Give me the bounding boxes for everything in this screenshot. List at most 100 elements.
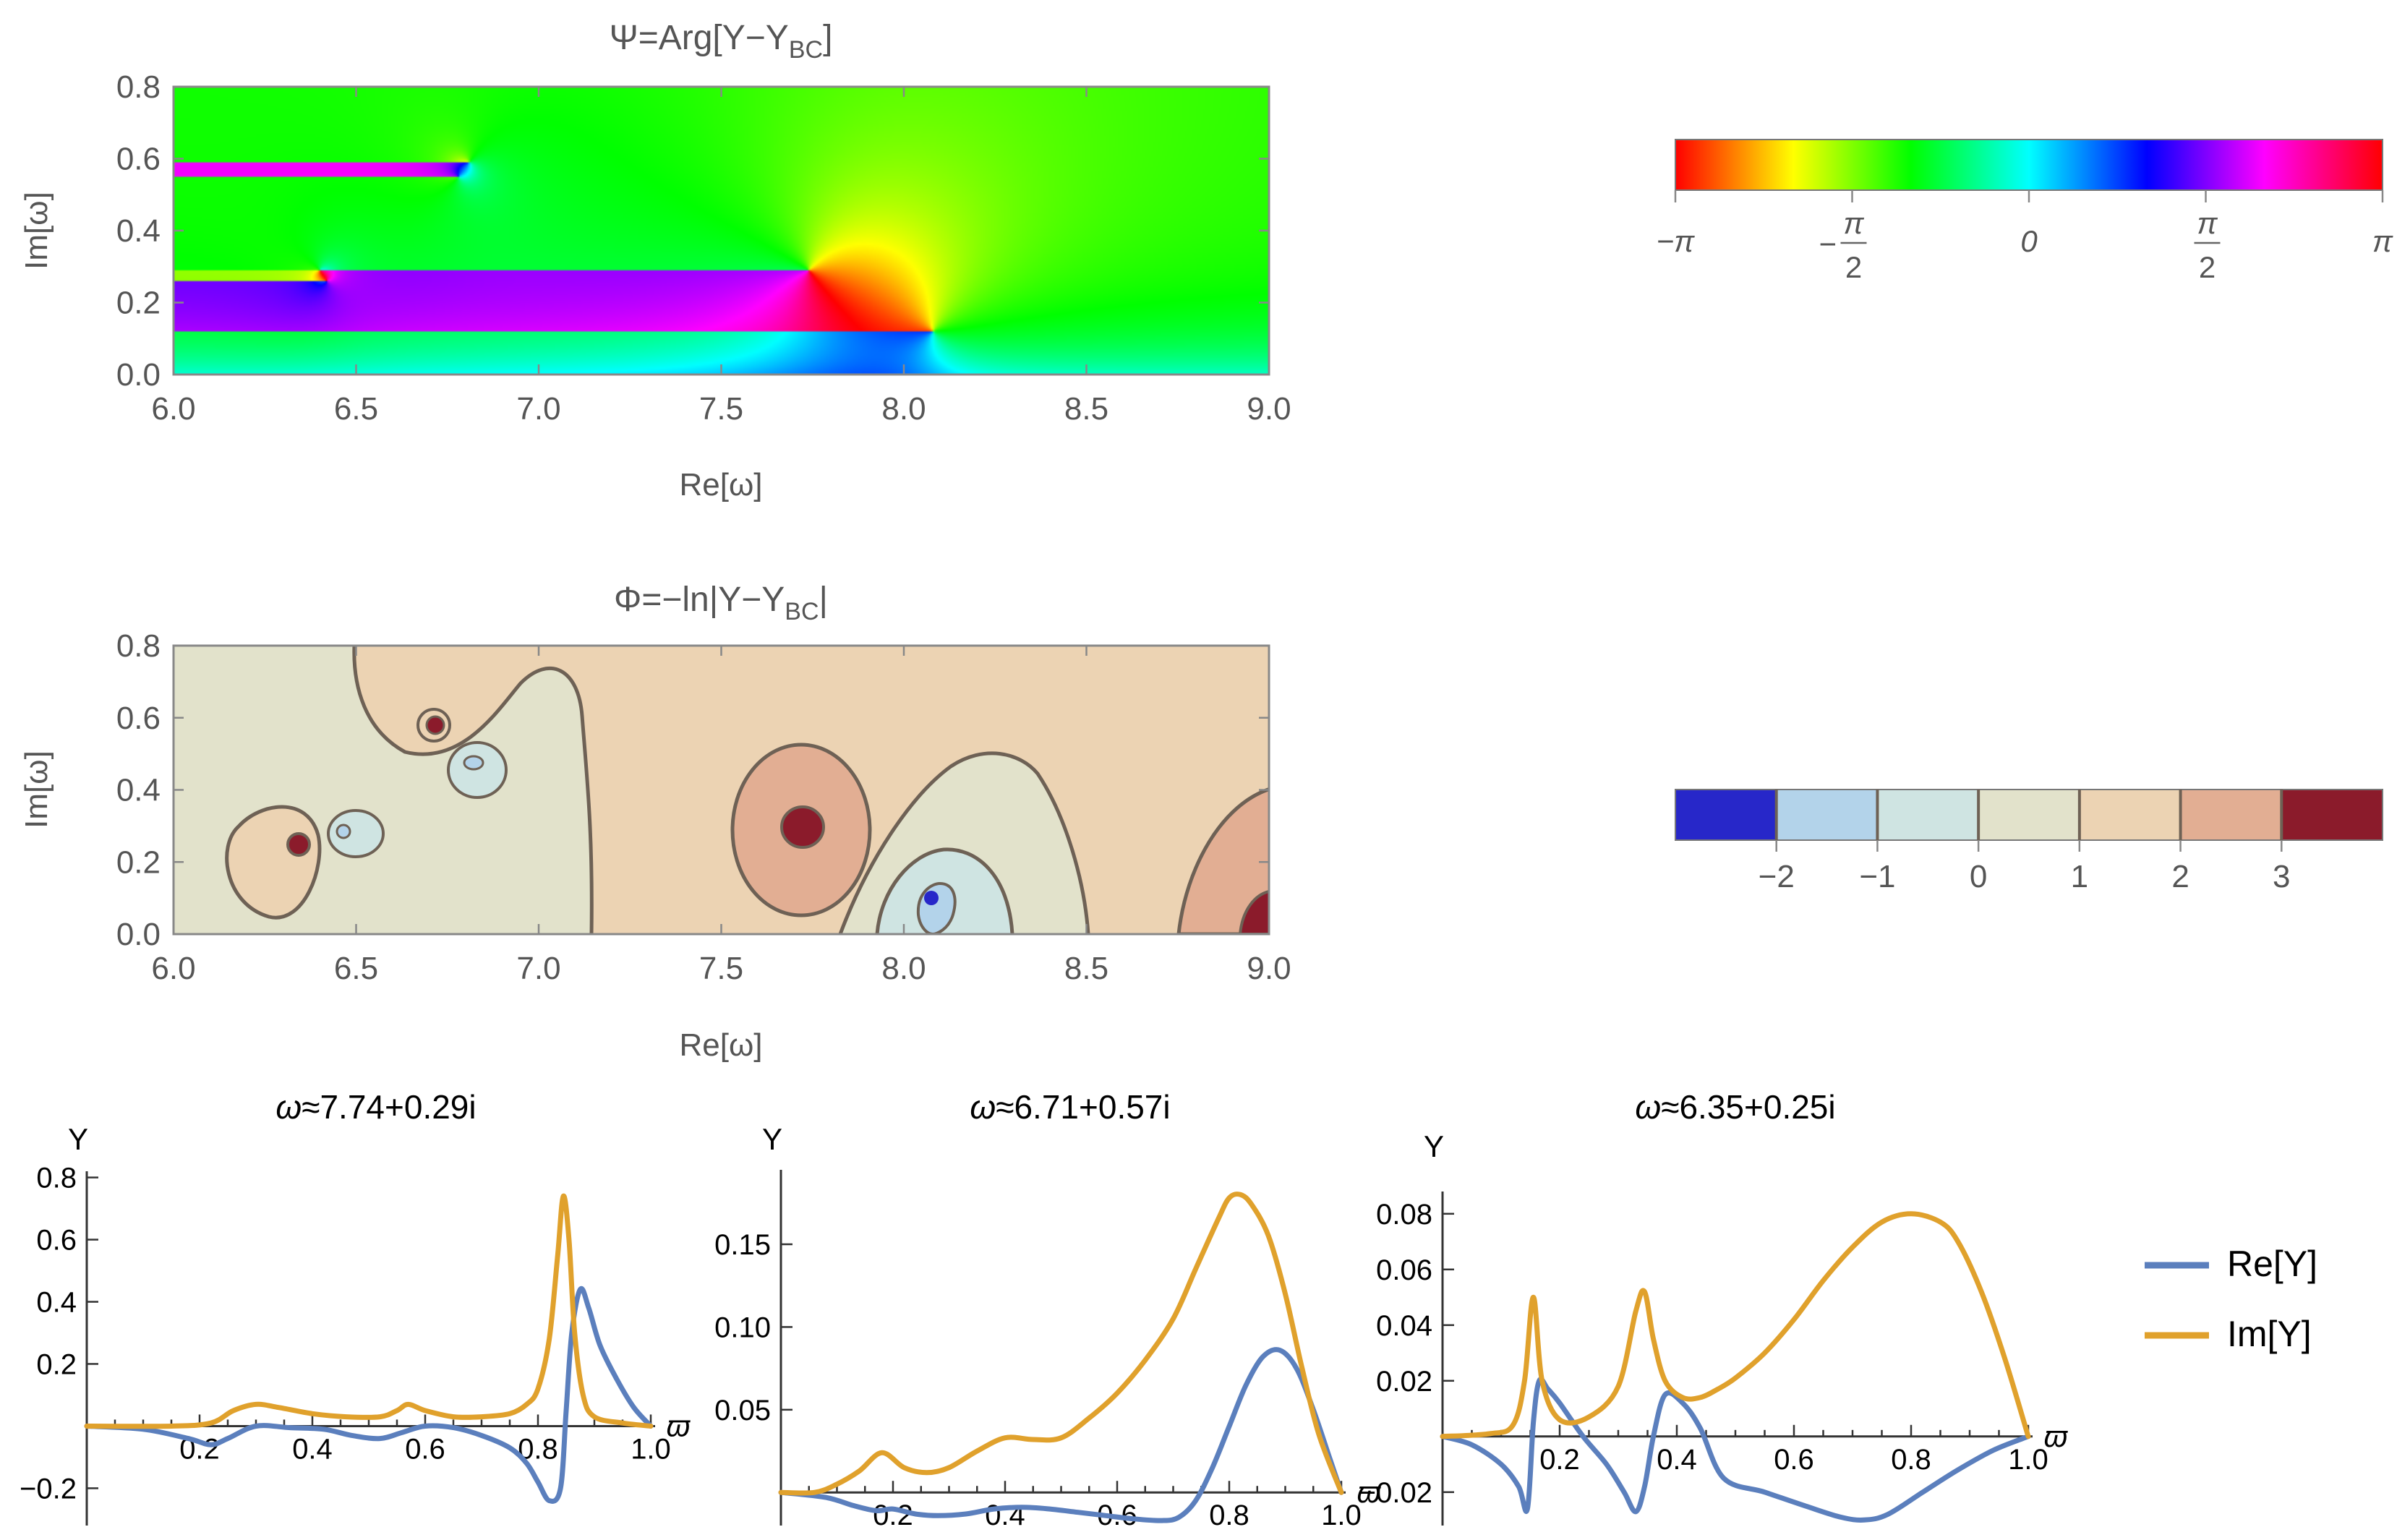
contour-region-level-3-edge bbox=[1238, 890, 1269, 934]
mode-1-xtick-label: 0.6 bbox=[405, 1433, 445, 1465]
mode-2-ylabel: Y bbox=[762, 1122, 782, 1156]
contour-title-main: Φ=−ln|Y−Y bbox=[614, 581, 785, 619]
mode-3-xtick-label: 0.6 bbox=[1774, 1444, 1814, 1476]
mode-2-xtick-label: 0.2 bbox=[873, 1500, 913, 1531]
phase-title-main: Ψ=Arg[Y−Y bbox=[610, 19, 789, 57]
contour-colorbar-swatch bbox=[2180, 790, 2282, 840]
legend: Re[Y] Im[Y] bbox=[2145, 1244, 2317, 1354]
contour-xtick-label: 6.5 bbox=[334, 951, 378, 986]
mode-2-series-re bbox=[778, 1347, 1344, 1523]
mode-3-xtick-label: 0.4 bbox=[1657, 1444, 1697, 1476]
contour-colorbar-swatch bbox=[2281, 790, 2383, 840]
phase-xlabel: Re[ω] bbox=[679, 467, 762, 502]
mode-1-title: ω≈7.74+0.29i bbox=[275, 1088, 476, 1126]
mode-1-series-im bbox=[84, 1193, 654, 1429]
mode-1-ytick-label: 0.2 bbox=[36, 1348, 77, 1380]
contour-line-level-1-right bbox=[838, 751, 1090, 934]
mode-2-xtick-label: 0.8 bbox=[1209, 1500, 1249, 1531]
contour-xlabel: Re[ω] bbox=[679, 1027, 762, 1063]
phase-ytick-label: 0.4 bbox=[116, 213, 161, 249]
legend-re-label: Re[Y] bbox=[2227, 1244, 2317, 1284]
contour-colorbar-label: 3 bbox=[2273, 859, 2290, 894]
contour-xtick-label: 8.5 bbox=[1064, 951, 1108, 986]
mode-2-title: ω≈6.71+0.57i bbox=[970, 1088, 1170, 1126]
contour-colorbar-label: 2 bbox=[2171, 859, 2189, 894]
phase-ytick-label: 0.8 bbox=[116, 69, 161, 105]
contour-title-end: | bbox=[819, 581, 828, 619]
mode-3-title: ω≈6.35+0.25i bbox=[1635, 1088, 1835, 1126]
legend-im-label: Im[Y] bbox=[2227, 1314, 2312, 1354]
mode-3-xlabel: ϖ bbox=[2044, 1419, 2069, 1453]
phase-colorbar-label: −π bbox=[1657, 224, 1696, 258]
mode-1-ytick-label: 0.4 bbox=[36, 1287, 77, 1319]
phase-xtick-label: 7.5 bbox=[699, 391, 743, 427]
mode-3-ytick-label: 0.02 bbox=[1376, 1366, 1432, 1398]
contour-peak-7-74 bbox=[780, 805, 825, 849]
mode-2-xtick-label: 0.4 bbox=[985, 1500, 1025, 1531]
contour-colorbar-swatch bbox=[1978, 790, 2080, 840]
contour-panel: Φ=−ln|Y−YBC| bbox=[19, 581, 1291, 1063]
phase-colorbar-label-den: 2 bbox=[1845, 250, 1862, 284]
contour-ylabel: Im[ω] bbox=[19, 750, 54, 829]
mode-3-title-omega: ω bbox=[1635, 1088, 1661, 1126]
mode-3-plot: ω≈6.35+0.25i Yϖ 0.2 0.4 0.6 0.8 1.0 −0.02 0.02 0.… bbox=[1359, 1088, 2069, 1526]
mode-3-series-re bbox=[1440, 1377, 2031, 1523]
phase-plot-title: Ψ=Arg[Y−YBC] bbox=[610, 19, 833, 64]
contour-xtick-label: 8.0 bbox=[881, 951, 926, 986]
contour-ytick-label: 0.6 bbox=[116, 701, 161, 736]
mode-3-xtick-label: 1.0 bbox=[2008, 1444, 2048, 1476]
contour-region-dip-6-5 bbox=[327, 809, 385, 858]
contour-ytick-label: 0.4 bbox=[116, 773, 161, 808]
phase-colorbar-label-sign: − bbox=[1819, 227, 1837, 261]
mode-3-series-im bbox=[1440, 1211, 2031, 1440]
phase-axes: 6.0 6.5 7.0 7.5 8.0 8.5 9.0 0.0 0.2 0.4 0.6 0.8 bbox=[116, 69, 1291, 427]
phase-colorbar-label-num: π bbox=[2197, 206, 2218, 240]
contour-colorbar-swatch bbox=[1776, 790, 1878, 840]
contour-colorbar-swatch bbox=[2079, 790, 2182, 840]
mode-2-xtick-label: 1.0 bbox=[1321, 1500, 1362, 1531]
mode-1-xtick-label: 0.4 bbox=[292, 1433, 333, 1465]
phase-ytick-label: 0.0 bbox=[116, 357, 161, 393]
contour-line-level-1 bbox=[352, 646, 594, 934]
contour-xtick-label: 9.0 bbox=[1247, 951, 1291, 986]
mode-3-ytick-label: 0.06 bbox=[1376, 1254, 1432, 1286]
mode-3-ylabel: Y bbox=[1424, 1129, 1444, 1163]
phase-title-end: ] bbox=[823, 19, 832, 57]
phase-title-sub: BC bbox=[789, 36, 823, 64]
contour-colorbar-label: −2 bbox=[1759, 859, 1795, 894]
contour-field bbox=[174, 646, 1269, 934]
mode-2-xlabel: ϖ bbox=[1357, 1475, 1382, 1509]
mode-1-title-omega: ω bbox=[275, 1088, 302, 1126]
contour-region-dip-6-8 bbox=[447, 741, 508, 799]
phase-colorbar-label: π bbox=[2372, 224, 2393, 258]
contour-plot-title: Φ=−ln|Y−YBC| bbox=[614, 581, 828, 625]
phase-xtick-label: 6.0 bbox=[151, 391, 195, 427]
contour-axes: 6.0 6.5 7.0 7.5 8.0 8.5 9.0 0.0 0.2 0.4 0.6 0.8 bbox=[116, 628, 1291, 986]
mode-3-xtick-label: 0.8 bbox=[1891, 1444, 1931, 1476]
contour-colorbar-label: −1 bbox=[1859, 859, 1895, 894]
contour-colorbar-frame bbox=[1675, 789, 2383, 841]
mode-2-series-im bbox=[778, 1192, 1344, 1496]
contour-xtick-label: 6.0 bbox=[151, 951, 195, 986]
contour-colorbar-label: 1 bbox=[2071, 859, 2088, 894]
phase-colorbar-label-num: π bbox=[1843, 206, 1864, 240]
phase-xtick-label: 8.0 bbox=[881, 391, 926, 427]
phase-xtick-label: 9.0 bbox=[1247, 391, 1291, 427]
mode-1-ytick-label: 0.6 bbox=[36, 1225, 77, 1257]
contour-ytick-label: 0.2 bbox=[116, 844, 161, 880]
contour-ytick-label: 0.8 bbox=[116, 628, 161, 664]
mode-1-xtick-label: 1.0 bbox=[631, 1433, 671, 1465]
phase-ytick-label: 0.2 bbox=[116, 286, 161, 321]
mode-2-ytick-label: 0.15 bbox=[714, 1229, 771, 1261]
mode-3-ytick-label: 0.04 bbox=[1376, 1310, 1432, 1342]
mode-3-ytick-label: −0.02 bbox=[1359, 1477, 1432, 1509]
phase-colorbar-label-den: 2 bbox=[2199, 250, 2216, 284]
phase-xtick-label: 7.0 bbox=[516, 391, 560, 427]
mode-2-ytick-label: 0.05 bbox=[714, 1395, 771, 1426]
mode-1-ylabel: Y bbox=[68, 1122, 88, 1156]
mode-1-ytick-label: 0.8 bbox=[36, 1163, 77, 1194]
